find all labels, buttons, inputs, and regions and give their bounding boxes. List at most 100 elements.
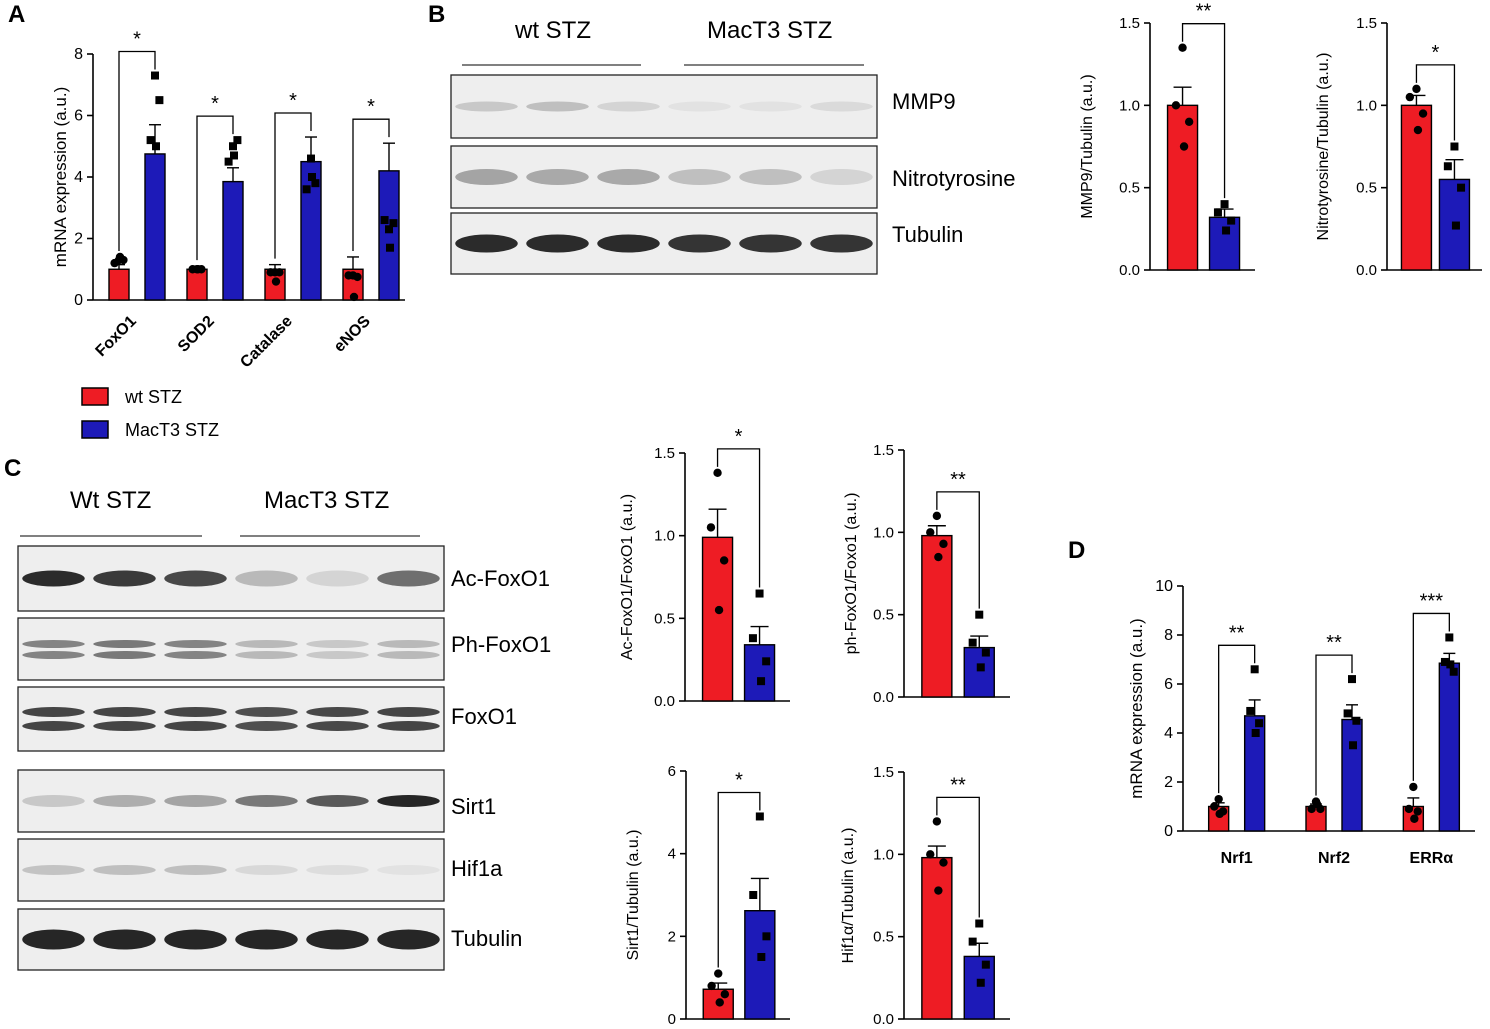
chart-c-hif1a: 0.0 0.5 1.0 1.5 Hif1α/Tubulin (a.u.) ** xyxy=(840,764,1010,1028)
c-band-1-5-1 xyxy=(377,651,440,659)
chart-c-hif1a-wt-point-2 xyxy=(939,858,948,867)
chart-a-x-label-2: Catalase xyxy=(237,313,296,372)
c-band-4-1-0 xyxy=(93,865,156,875)
chart-c-phfoxo1-mact3-point-1 xyxy=(968,638,977,647)
c-band-0-3-0 xyxy=(235,570,298,587)
chart-c-acfoxo1-wt-point-3 xyxy=(714,605,724,615)
chart-b-nitrotyrosine-wt-point-1 xyxy=(1405,92,1415,102)
b-blot-frame-1 xyxy=(450,145,878,209)
blot-label-mmp9: MMP9 xyxy=(892,89,956,114)
chart-c-acfoxo1-y-label: Ac-FoxO1/FoxO1 (a.u.) xyxy=(619,494,636,660)
b-band-2-0-0 xyxy=(455,234,518,253)
chart-d-y-tick-label-3: 6 xyxy=(1164,676,1173,693)
chart-a-mact3-1-bar xyxy=(222,180,244,301)
chart-c-sirt1-mact3-point-0 xyxy=(755,812,764,821)
chart-d-wt-1-point-3 xyxy=(1312,799,1322,809)
c-band-4-5-0 xyxy=(377,865,440,875)
chart-d-sig-1-label: ** xyxy=(1326,632,1342,654)
c-band-2-0-1 xyxy=(22,721,85,731)
chart-a-sig-0-bracket xyxy=(118,50,156,251)
chart-c-hif1a-sig-label: ** xyxy=(950,774,966,796)
chart-b-nitrotyrosine: 0.0 0.5 1.0 1.5 Nitrotyrosine/Tubulin (a.u.)… xyxy=(1315,15,1482,279)
c-blot-strip-0 xyxy=(17,545,445,612)
chart-c-phfoxo1-wt-point-2 xyxy=(939,539,948,549)
blot-label-phfoxo1: Ph-FoxO1 xyxy=(451,632,551,657)
panel-letter-d: D xyxy=(1068,537,1085,564)
chart-b-nitrotyrosine-wt-point-3 xyxy=(1413,125,1423,135)
b-band-0-3-0 xyxy=(668,101,731,112)
chart-a-wt-1-point-3 xyxy=(193,265,203,274)
chart-d-sig-2-bracket xyxy=(1412,612,1450,781)
chart-b-nitrotyrosine-sig-label: * xyxy=(1432,42,1440,64)
chart-a-wt-0-point-3 xyxy=(115,252,125,262)
chart-c-hif1a-mact3-point-1 xyxy=(968,937,977,946)
chart-a-mact3-0-point-1 xyxy=(146,136,155,145)
c-band-1-1-1 xyxy=(93,651,156,659)
chart-b-nitrotyrosine-mact3-point-0 xyxy=(1450,142,1459,151)
chart-c-sirt1-sig-bracket xyxy=(717,791,761,968)
chart-a-y-tick-label-0: 0 xyxy=(74,292,83,309)
c-band-2-2-0 xyxy=(164,707,227,717)
chart-d-wt-0-point-0 xyxy=(1214,794,1223,804)
chart-c-acfoxo1-wt-point-2 xyxy=(719,556,729,565)
chart-c-acfoxo1: 0.0 0.5 1.0 1.5 Ac-FoxO1/FoxO1 (a.u.) * xyxy=(619,426,790,710)
c-band-4-0-0 xyxy=(22,865,85,875)
chart-a-y-tick-label-4: 8 xyxy=(74,46,83,63)
chart-c-hif1a-y-tick-label-2: 1.0 xyxy=(873,846,894,863)
blot-group-label-mact3: MacT3 STZ xyxy=(707,17,832,44)
chart-a-mact3-3-bar xyxy=(378,170,400,301)
chart-a-sig-3-bracket xyxy=(352,118,390,251)
chart-c-acfoxo1-mact3-point-2 xyxy=(762,657,771,666)
chart-d-mact3-2-point-1 xyxy=(1440,657,1449,666)
chart-c-hif1a-y-tick-label-3: 1.5 xyxy=(873,764,894,781)
c-blot-frame-5 xyxy=(17,908,445,971)
chart-c-phfoxo1-y-tick-label-2: 1.0 xyxy=(873,524,894,541)
chart-d-wt-2-point-2 xyxy=(1413,807,1422,816)
c-band-5-0-0 xyxy=(22,929,85,950)
c-band-4-3-0 xyxy=(235,865,298,875)
chart-c-phfoxo1-y-tick-label-1: 0.5 xyxy=(873,607,894,624)
c-band-5-5-0 xyxy=(377,929,440,950)
chart-c-sirt1-y-tick-label-1: 2 xyxy=(668,928,676,945)
chart-a-mact3-3-point-1 xyxy=(380,216,389,225)
chart-a-wt-3-point-2 xyxy=(353,272,362,282)
chart-c-sirt1-y-tick-label-3: 6 xyxy=(668,763,676,780)
chart-a-sig-2-bracket xyxy=(274,112,312,259)
chart-d-y-tick-label-0: 0 xyxy=(1164,823,1173,840)
chart-a-mact3-3-point-0 xyxy=(385,225,393,234)
chart-b-mmp9-wt-point-3 xyxy=(1179,142,1189,151)
c-blot-strip-1 xyxy=(17,617,445,681)
b-band-0-5-0 xyxy=(810,101,873,112)
c-band-1-2-1 xyxy=(164,651,227,659)
chart-b-mmp9-wt-point-1 xyxy=(1171,101,1181,110)
chart-b-mmp9-y-tick-label-1: 0.5 xyxy=(1119,180,1140,197)
c-band-1-4-0 xyxy=(306,640,369,648)
chart-a-mact3-0-bar xyxy=(144,153,166,301)
b-band-2-1-0 xyxy=(526,234,589,253)
c-band-5-3-0 xyxy=(235,929,298,950)
blot-label-hif1a: Hif1a xyxy=(451,856,503,881)
chart-c-sirt1-mact3-point-2 xyxy=(762,932,771,941)
chart-a-mact3-2-point-2 xyxy=(311,179,320,188)
chart-b-nitrotyrosine-mact3-point-2 xyxy=(1457,183,1466,192)
c-band-0-5-0 xyxy=(377,570,440,587)
blot-label-foxo1: FoxO1 xyxy=(451,704,517,729)
chart-a-wt-3-point-3 xyxy=(349,292,359,302)
c-band-2-3-1 xyxy=(235,721,298,731)
chart-c-phfoxo1-mact3-point-0 xyxy=(975,610,984,619)
chart-c-hif1a-y-label: Hif1α/Tubulin (a.u.) xyxy=(840,828,857,964)
chart-d-x-label-0: Nrf1 xyxy=(1221,850,1253,867)
c-band-1-3-1 xyxy=(235,651,298,659)
chart-c-acfoxo1-mact3-bar xyxy=(743,644,776,702)
legend-swatch-mact3 xyxy=(81,420,109,439)
chart-c-hif1a-y-tick-label-1: 0.5 xyxy=(873,929,894,946)
c-band-4-2-0 xyxy=(164,865,227,875)
chart-c-sirt1-wt-point-2 xyxy=(720,990,730,999)
c-band-4-4-0 xyxy=(306,865,369,875)
chart-a-mact3-0-point-2 xyxy=(155,96,164,105)
chart-c-sirt1-y-label: Sirt1/Tubulin (a.u.) xyxy=(625,829,642,960)
chart-c-phfoxo1-sig-bracket xyxy=(936,491,980,609)
blot-panel-c: Wt STZ MacT3 STZ Ac-FoxO1 Ph-FoxO1 FoxO1… xyxy=(17,487,551,971)
c-blot-frame-3 xyxy=(17,769,445,833)
blot-group-label-wt: wt STZ xyxy=(514,17,591,44)
